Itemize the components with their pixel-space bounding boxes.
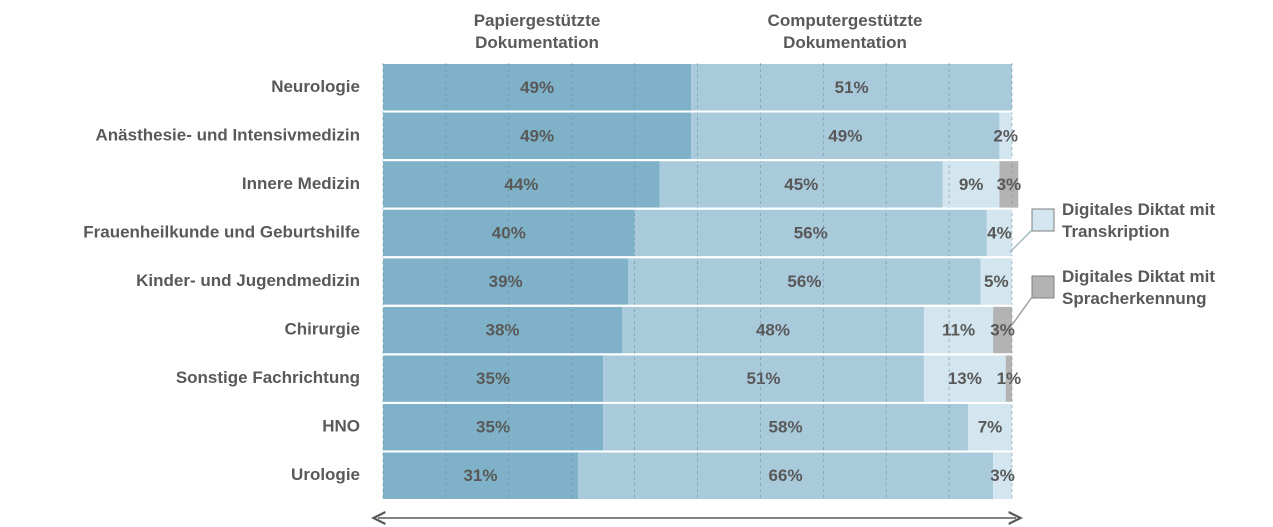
value-label: 39%	[489, 272, 523, 291]
value-label: 48%	[756, 321, 790, 340]
bar-segment	[383, 258, 629, 305]
legend-swatch	[1031, 208, 1055, 232]
value-label: 56%	[794, 223, 828, 242]
category-label: Sonstige Fachrichtung	[176, 368, 360, 387]
value-label: 13%	[948, 369, 982, 388]
category-label: Kinder- und Jugendmedizin	[136, 271, 360, 290]
value-label: 49%	[520, 78, 554, 97]
category-label: Chirurgie	[284, 320, 360, 339]
value-label: 35%	[476, 418, 510, 437]
value-label: 11%	[942, 321, 975, 340]
value-label: 49%	[520, 126, 554, 145]
value-label: 3%	[990, 321, 1015, 340]
value-label: 3%	[997, 175, 1022, 194]
value-label: 44%	[504, 175, 538, 194]
bars	[383, 64, 1019, 499]
value-label: 51%	[835, 78, 869, 97]
series-header: Papiergestützte Dokumentation	[473, 11, 601, 52]
value-label: 2%	[993, 126, 1018, 145]
bar-segment	[942, 161, 1000, 208]
value-label: 38%	[485, 321, 519, 340]
bar-segment	[691, 112, 1000, 160]
category-label: Neurologie	[271, 77, 360, 96]
legend-pointer	[1011, 296, 1033, 326]
legend-label: Digitales Diktat mit Spracherkennung	[1062, 267, 1216, 308]
bar-segment	[383, 306, 623, 354]
value-label: 45%	[784, 175, 818, 194]
bar-segment	[383, 64, 692, 111]
category-label: Anästhesie- und Intensivmedizin	[96, 125, 361, 144]
legend-label: Digitales Diktat mit Transkription	[1062, 200, 1216, 241]
bar-segment	[383, 112, 692, 160]
bar-segment	[634, 209, 987, 257]
category-label: HNO	[322, 417, 360, 436]
bar-segment	[1005, 355, 1012, 402]
series-header: Computergestützte Dokumentation	[767, 11, 923, 52]
value-label: 9%	[959, 175, 984, 194]
bar-segment	[628, 258, 981, 305]
value-label: 56%	[787, 272, 821, 291]
value-label: 66%	[769, 466, 803, 485]
bar-segment	[691, 64, 1012, 111]
bar-segment	[999, 161, 1019, 208]
value-label: 4%	[987, 223, 1012, 242]
bar-segment	[986, 209, 1012, 257]
bar-segment	[999, 112, 1012, 160]
value-label: 7%	[978, 418, 1003, 437]
value-label: 35%	[476, 369, 510, 388]
value-label: 31%	[463, 466, 497, 485]
bar-segment	[659, 161, 943, 208]
bar-segment	[993, 452, 1012, 499]
bar-segment	[383, 161, 660, 208]
value-label: 49%	[828, 126, 862, 145]
value-label: 1%	[997, 369, 1022, 388]
bar-segment	[967, 403, 1012, 451]
bar-segment	[923, 355, 1006, 402]
legend-swatch	[1031, 275, 1055, 299]
category-label: Frauenheilkunde und Geburtshilfe	[83, 222, 360, 241]
bar-segment	[603, 355, 924, 402]
value-label: 51%	[747, 369, 781, 388]
value-label: 5%	[984, 272, 1009, 291]
bar-segment	[577, 452, 994, 499]
bar-segment	[383, 403, 604, 451]
bar-segment	[993, 306, 1012, 354]
value-label: 58%	[769, 418, 803, 437]
category-label: Innere Medizin	[242, 174, 360, 193]
bar-segment	[622, 306, 924, 354]
bar-segment	[923, 306, 994, 354]
legend-pointer	[1009, 229, 1033, 253]
bar-segment	[383, 452, 578, 499]
value-label: 3%	[990, 466, 1015, 485]
category-label: Urologie	[291, 465, 360, 484]
bar-segment	[603, 403, 968, 451]
bar-segment	[383, 355, 604, 402]
bar-segment	[980, 258, 1012, 305]
